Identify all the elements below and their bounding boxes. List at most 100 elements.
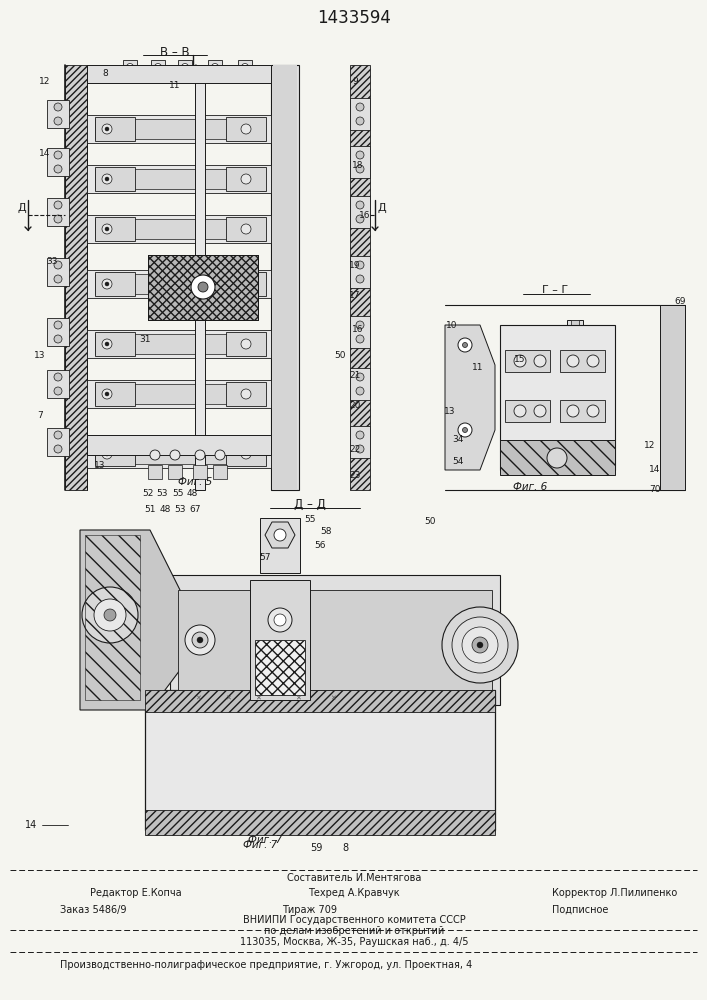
Polygon shape	[445, 325, 495, 470]
Bar	[95, 384, 263, 404]
Text: 53: 53	[174, 506, 186, 514]
Bar	[567, 320, 583, 475]
Polygon shape	[265, 522, 295, 548]
Bar	[350, 426, 370, 458]
Text: 48: 48	[159, 506, 170, 514]
Circle shape	[514, 355, 526, 367]
Circle shape	[547, 448, 567, 468]
Circle shape	[182, 64, 189, 70]
Text: 21: 21	[349, 370, 361, 379]
Bar	[148, 255, 258, 320]
Circle shape	[54, 165, 62, 173]
Text: ✕: ✕	[330, 695, 336, 701]
Bar	[271, 65, 299, 490]
Circle shape	[356, 387, 364, 395]
Circle shape	[54, 117, 62, 125]
Bar	[95, 217, 135, 241]
Text: Фиг. 6: Фиг. 6	[513, 482, 547, 492]
Text: 17: 17	[349, 290, 361, 300]
Text: 55: 55	[173, 488, 184, 497]
Text: 13: 13	[34, 351, 46, 360]
Text: 58: 58	[320, 528, 332, 536]
Circle shape	[587, 355, 599, 367]
Text: 23: 23	[349, 471, 361, 480]
Text: Производственно-полиграфическое предприятие, г. Ужгород, ул. Проектная, 4: Производственно-полиграфическое предприя…	[60, 960, 472, 970]
Bar	[660, 305, 685, 490]
Circle shape	[54, 261, 62, 269]
Bar	[560, 400, 605, 422]
Bar	[95, 169, 263, 189]
Bar	[350, 98, 370, 130]
Circle shape	[102, 124, 112, 134]
Bar	[226, 382, 266, 406]
Text: Фиг. 7: Фиг. 7	[248, 835, 282, 845]
Circle shape	[534, 405, 546, 417]
Circle shape	[102, 279, 112, 289]
Circle shape	[54, 103, 62, 111]
Text: 48: 48	[187, 488, 198, 497]
Text: 69: 69	[674, 298, 686, 306]
Bar	[87, 435, 271, 455]
Bar	[208, 60, 222, 72]
Circle shape	[105, 342, 109, 346]
Circle shape	[356, 261, 364, 269]
Circle shape	[105, 282, 109, 286]
Circle shape	[54, 215, 62, 223]
Text: Фиг. 5: Фиг. 5	[178, 477, 212, 487]
Circle shape	[458, 338, 472, 352]
Circle shape	[241, 224, 251, 234]
Circle shape	[356, 373, 364, 381]
Bar	[87, 380, 271, 408]
Bar	[47, 148, 69, 176]
Circle shape	[567, 405, 579, 417]
Text: 20: 20	[349, 400, 361, 410]
Bar	[87, 115, 271, 143]
Bar	[350, 196, 370, 228]
Bar	[95, 332, 135, 356]
Text: 113035, Москва, Ж-35, Раушская наб., д. 4/5: 113035, Москва, Ж-35, Раушская наб., д. …	[240, 937, 468, 947]
Circle shape	[274, 614, 286, 626]
Circle shape	[356, 321, 364, 329]
Polygon shape	[80, 530, 180, 710]
Circle shape	[105, 227, 109, 231]
Bar	[145, 810, 495, 835]
Bar	[560, 350, 605, 372]
Circle shape	[105, 127, 109, 131]
Bar	[170, 575, 500, 705]
Circle shape	[102, 389, 112, 399]
Bar	[95, 167, 135, 191]
Circle shape	[150, 450, 160, 460]
Text: 50: 50	[424, 518, 436, 526]
Circle shape	[587, 450, 599, 462]
Bar	[255, 640, 305, 695]
Bar	[273, 65, 297, 490]
Circle shape	[102, 449, 112, 459]
Text: 57: 57	[259, 554, 271, 562]
Bar	[226, 117, 266, 141]
Bar	[85, 535, 140, 700]
Text: 54: 54	[452, 458, 464, 466]
Circle shape	[356, 445, 364, 453]
Circle shape	[105, 392, 109, 396]
Circle shape	[356, 335, 364, 343]
Bar	[95, 442, 135, 466]
Circle shape	[442, 607, 518, 683]
Text: Подписное: Подписное	[551, 905, 608, 915]
Text: 52: 52	[142, 488, 153, 497]
Text: 11: 11	[472, 363, 484, 372]
Text: ✕: ✕	[295, 695, 301, 701]
Bar	[226, 272, 266, 296]
Text: 50: 50	[334, 351, 346, 360]
Circle shape	[94, 599, 126, 631]
Circle shape	[274, 529, 286, 541]
Text: 56: 56	[314, 540, 326, 550]
Text: 12: 12	[40, 78, 51, 87]
Circle shape	[54, 431, 62, 439]
Bar	[95, 117, 135, 141]
Text: 8: 8	[102, 68, 108, 78]
Bar	[350, 256, 370, 288]
Bar	[95, 382, 135, 406]
Bar	[500, 440, 615, 475]
Bar	[95, 274, 263, 294]
Circle shape	[356, 103, 364, 111]
